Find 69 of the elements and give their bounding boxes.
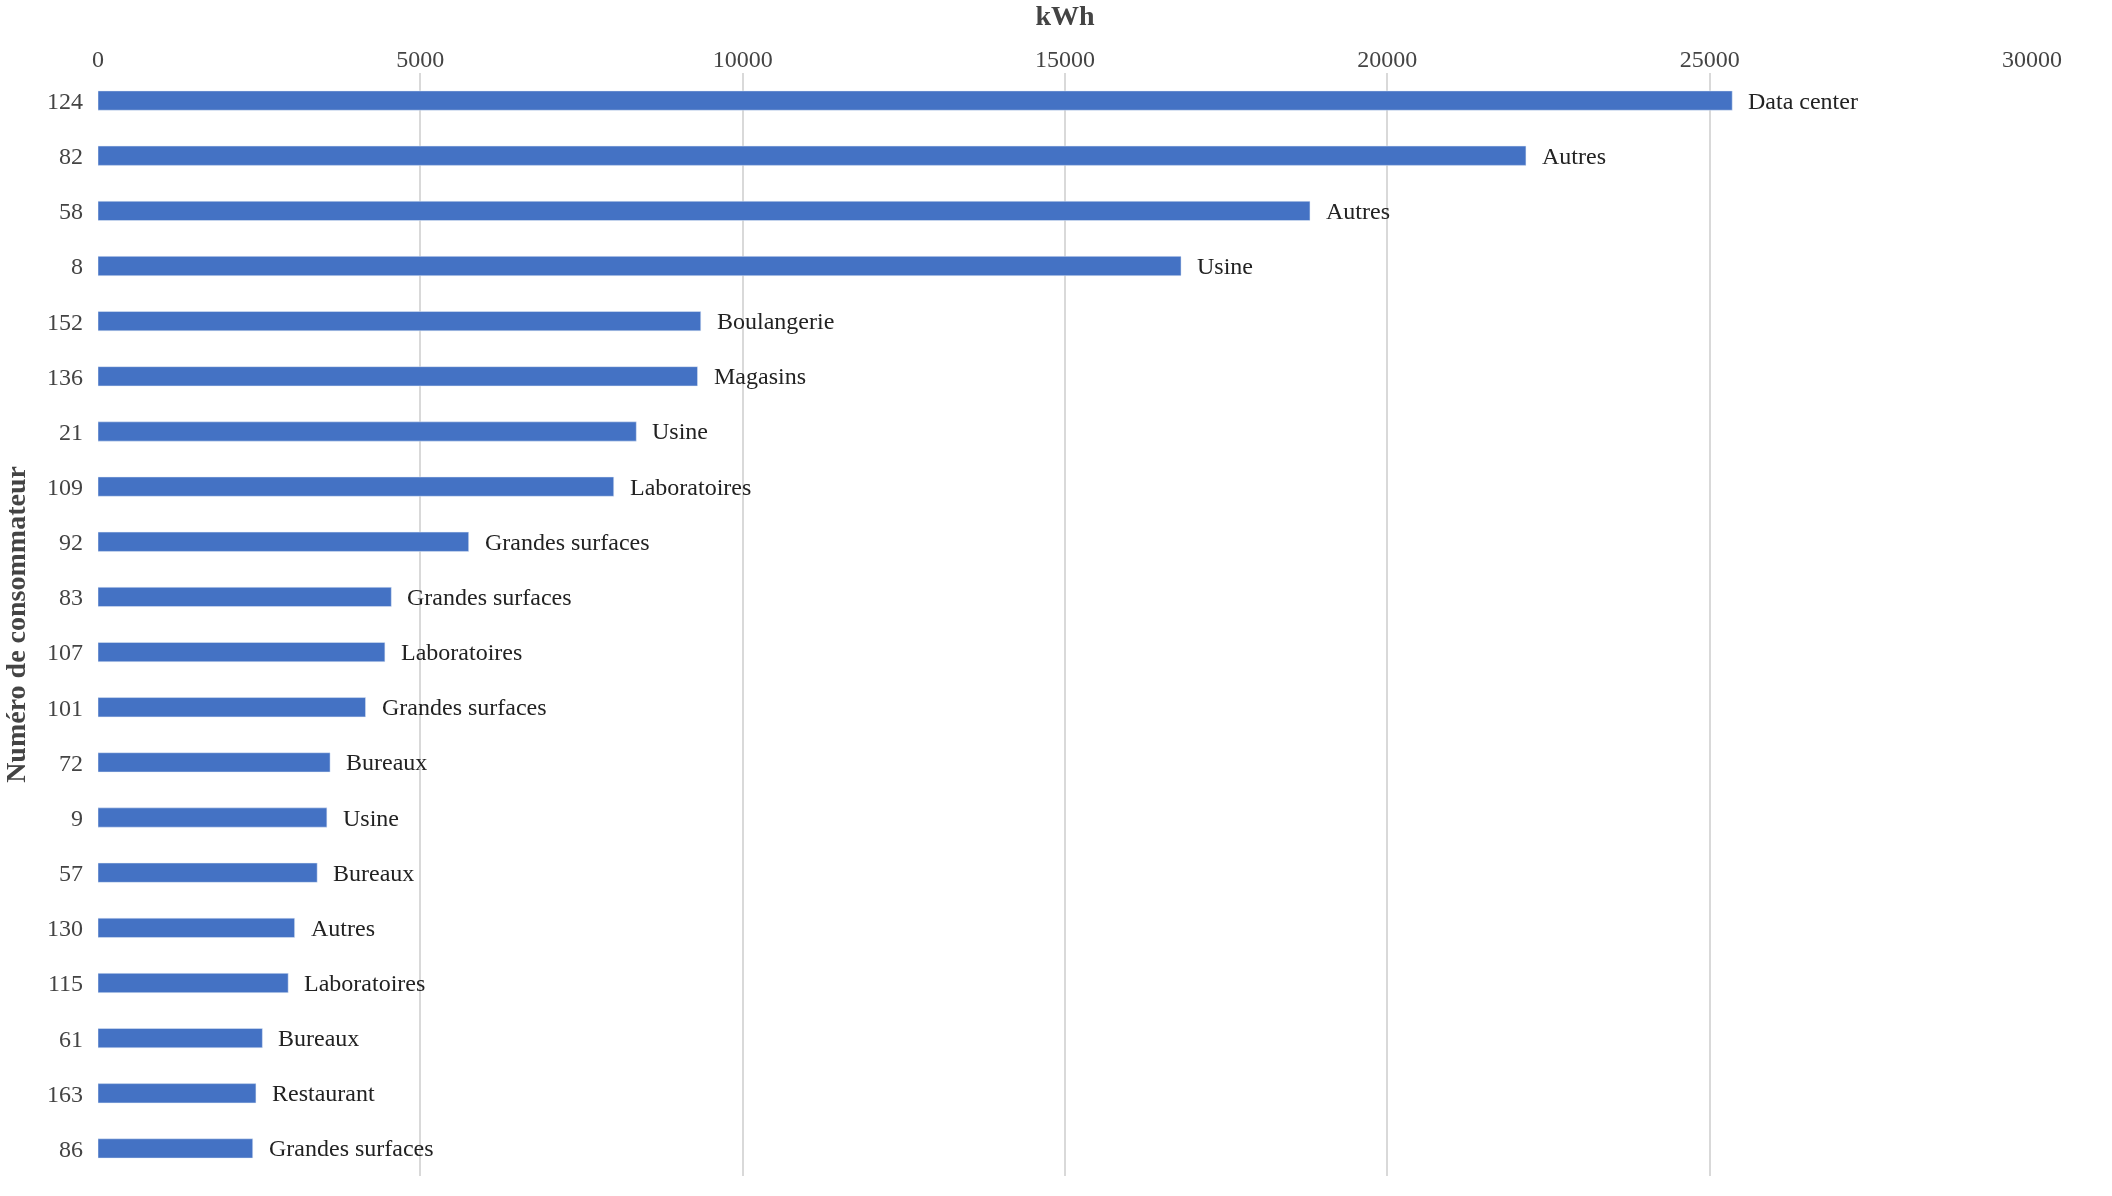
- y-tick-label: 130: [47, 915, 83, 942]
- bar: [98, 200, 1311, 221]
- y-tick-label: 124: [47, 87, 83, 114]
- bar: [98, 531, 469, 552]
- y-tick-label: 86: [59, 1135, 83, 1162]
- bar: [98, 421, 637, 442]
- annotation: Grandes surfaces: [485, 529, 650, 555]
- y-tick-label: 8: [71, 253, 83, 280]
- bar: [98, 476, 614, 497]
- x-tick-label: 5000: [396, 46, 445, 73]
- bar: [98, 807, 328, 828]
- y-tick-label: 152: [47, 308, 83, 335]
- annotation: Magasins: [714, 363, 806, 389]
- y-tick-label: 82: [59, 143, 83, 170]
- y-tick-label: 92: [59, 529, 83, 556]
- annotation: Autres: [1326, 198, 1390, 224]
- annotation: Bureaux: [346, 749, 428, 775]
- y-tick-label: 163: [47, 1080, 83, 1107]
- annotation: Data center: [1748, 88, 1858, 114]
- bar: [98, 1028, 263, 1049]
- x-tick-label: 0: [92, 46, 104, 73]
- annotation: Grandes surfaces: [269, 1135, 434, 1161]
- annotation: Usine: [1197, 253, 1253, 279]
- annotation: Bureaux: [278, 1025, 360, 1051]
- annotation: Laboratoires: [304, 970, 426, 996]
- annotation: Grandes surfaces: [382, 694, 547, 720]
- x-tick-label: 25000: [1679, 46, 1740, 73]
- y-tick-label: 136: [47, 363, 83, 390]
- y-tick-label: 61: [59, 1025, 83, 1052]
- y-tick-label: 72: [59, 749, 83, 776]
- y-tick-label: 109: [47, 474, 83, 501]
- x-tick-label: 20000: [1357, 46, 1418, 73]
- annotation: Autres: [1542, 143, 1606, 169]
- bar: [98, 642, 386, 662]
- y-tick-label: 9: [71, 804, 83, 831]
- x-tick-label: 10000: [712, 46, 773, 73]
- annotation: Grandes surfaces: [407, 584, 572, 610]
- bar: [98, 587, 392, 607]
- bar: [98, 862, 318, 883]
- x-tick-label: 30000: [2002, 46, 2062, 73]
- bar: [98, 1138, 253, 1159]
- annotation: Usine: [652, 418, 708, 444]
- bar: [98, 256, 1182, 276]
- annotation: Restaurant: [272, 1080, 375, 1106]
- y-axis-title: Numéro de consommateur: [0, 466, 31, 783]
- y-tick-label: 58: [59, 198, 83, 225]
- y-tick-label: 107: [47, 639, 83, 666]
- bar: [98, 90, 1733, 111]
- annotation: Usine: [343, 805, 399, 831]
- bar: [98, 366, 698, 387]
- bar: [98, 1083, 257, 1104]
- bar: [98, 973, 289, 993]
- y-tick-label: 115: [47, 970, 83, 997]
- annotation: Laboratoires: [630, 474, 752, 500]
- bar: [98, 311, 702, 332]
- bar: [98, 145, 1527, 166]
- y-tick-label: 101: [47, 694, 83, 721]
- annotation: Laboratoires: [401, 639, 523, 665]
- y-tick-label: 21: [59, 418, 83, 445]
- x-tick-label: 15000: [1035, 46, 1095, 73]
- bar: [98, 917, 295, 938]
- bar: [98, 752, 331, 773]
- y-tick-label: 57: [59, 860, 83, 887]
- x-axis-title: kWh: [1035, 0, 1095, 31]
- annotation: Bureaux: [333, 860, 415, 886]
- bar: [98, 697, 366, 718]
- annotation: Boulangerie: [717, 308, 835, 334]
- y-tick-label: 83: [59, 584, 83, 611]
- annotation: Autres: [311, 915, 375, 941]
